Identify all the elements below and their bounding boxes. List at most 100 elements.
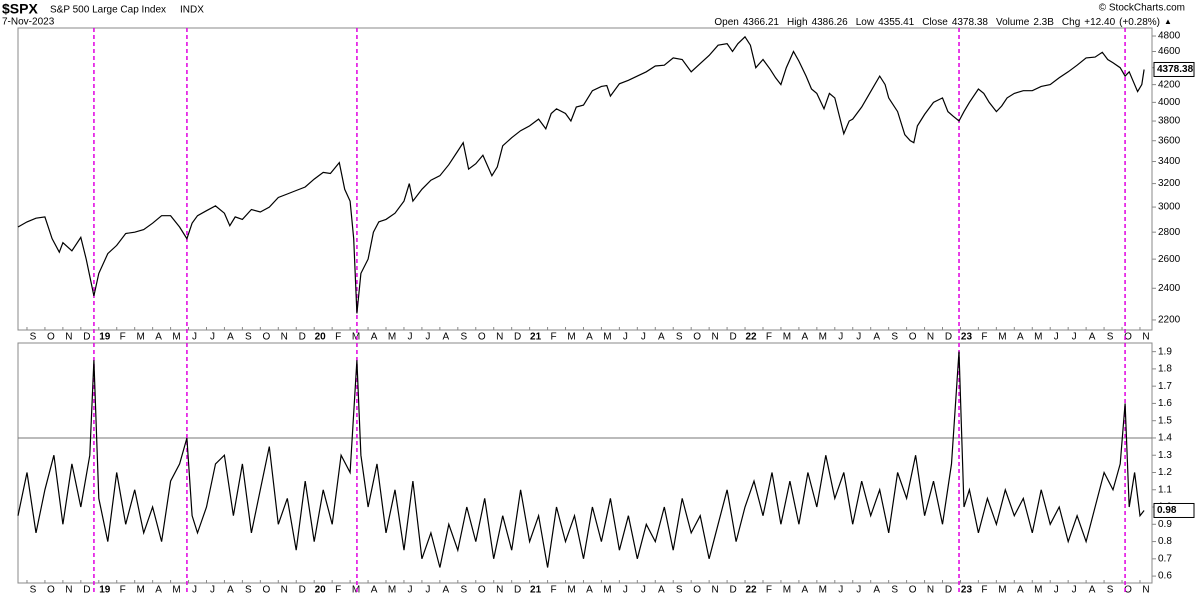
x-tick-label: J [210,332,215,343]
x-tick-label: N [712,585,719,596]
x-tick-label: M [783,332,791,343]
x-tick-label: S [460,332,467,343]
x-tick-label: A [371,585,378,596]
x-tick-label: F [335,585,341,596]
x-tick-label: M [137,585,145,596]
y-tick-label: 1.2 [1158,467,1172,478]
x-tick-label: O [262,585,270,596]
x-tick-label: 23 [961,585,973,596]
x-tick-label: M [172,585,180,596]
y-tick-label: 1.3 [1158,450,1172,461]
x-tick-label: J [407,585,412,596]
x-tick-label: 20 [315,332,327,343]
y-tick-label: 4000 [1158,97,1181,108]
x-tick-label: J [856,332,861,343]
x-tick-label: F [120,332,126,343]
x-tick-label: D [514,332,521,343]
x-tick-label: O [478,585,486,596]
x-tick-label: J [1072,585,1077,596]
x-tick-label: S [1107,332,1114,343]
x-tick-label: O [693,332,701,343]
price-line [17,35,1145,314]
x-tick-label: J [1072,332,1077,343]
x-tick-label: O [47,332,55,343]
x-tick-label: J [210,585,215,596]
x-tick-label: M [603,332,611,343]
x-tick-label: A [371,332,378,343]
x-tick-label: D [514,585,521,596]
y-tick-label: 1.6 [1158,398,1172,409]
x-tick-label: S [30,332,37,343]
x-tick-label: A [443,332,450,343]
x-tick-label: 19 [99,585,111,596]
quote-name: Chg [1062,17,1080,28]
y-tick-label: 3600 [1158,135,1181,146]
x-tick-label: M [783,585,791,596]
y-tick-label: 1.4 [1158,433,1172,444]
x-tick-label: N [281,585,288,596]
y-tick-label: 2200 [1158,315,1181,326]
x-tick-label: M [998,585,1006,596]
x-tick-label: 21 [530,585,542,596]
x-tick-label: J [641,585,646,596]
x-tick-label: J [623,332,628,343]
x-tick-label: A [586,332,593,343]
x-tick-label: J [192,332,197,343]
x-tick-label: N [927,332,934,343]
x-tick-label: M [388,585,396,596]
y-tick-label: 3400 [1158,156,1181,167]
y-tick-label: 2400 [1158,283,1181,294]
x-tick-label: S [676,332,683,343]
quote: Open 4366.21 High 4386.26 Low 4355.41 Close 437… [714,17,1160,28]
quote-name: High [787,17,808,28]
x-tick-label: F [981,332,987,343]
x-tick-label: M [352,585,360,596]
y-tick-label: 1.1 [1158,484,1172,495]
x-tick-label: M [567,585,575,596]
x-tick-label: F [981,585,987,596]
quote-value: 4386.26 [812,17,849,28]
x-tick-label: A [873,585,880,596]
x-tick-label: A [443,585,450,596]
x-tick-label: A [155,332,162,343]
x-tick-label: A [586,585,593,596]
x-tick-label: D [945,332,952,343]
quote-name: Open [714,17,738,28]
quote-value: 2.3B [1033,17,1054,28]
x-tick-label: J [838,585,843,596]
x-tick-label: J [856,585,861,596]
x-tick-label: 22 [745,585,757,596]
x-tick-label: D [729,585,736,596]
last-value-box [1153,502,1195,518]
x-tick-label: F [551,585,557,596]
y-tick-label: 3800 [1158,116,1181,127]
x-tick-label: N [1142,585,1149,596]
source: © StockCharts.com [1099,3,1185,14]
x-tick-label: J [623,585,628,596]
x-tick-label: O [909,585,917,596]
plot-frame [17,342,1153,584]
x-tick-label: A [873,332,880,343]
x-tick-label: J [407,332,412,343]
x-tick-label: A [658,332,665,343]
exchange: INDX [180,5,204,16]
x-tick-label: M [137,332,145,343]
last-value-box [1153,61,1195,77]
quote-value: 4366.21 [743,17,780,28]
x-tick-label: M [172,332,180,343]
x-tick-label: M [998,332,1006,343]
x-tick-label: M [352,332,360,343]
x-tick-label: A [1017,585,1024,596]
y-tick-label: 1.8 [1158,364,1172,375]
quote-name: Close [922,17,948,28]
date: 7-Nov-2023 [2,17,55,28]
x-tick-label: O [1124,585,1132,596]
x-tick-label: S [30,585,37,596]
x-tick-label: J [425,332,430,343]
price-line [17,351,1145,568]
x-tick-label: D [729,332,736,343]
x-tick-label: 22 [745,332,757,343]
x-tick-label: O [478,332,486,343]
x-tick-label: A [1089,332,1096,343]
x-tick-label: F [766,332,772,343]
